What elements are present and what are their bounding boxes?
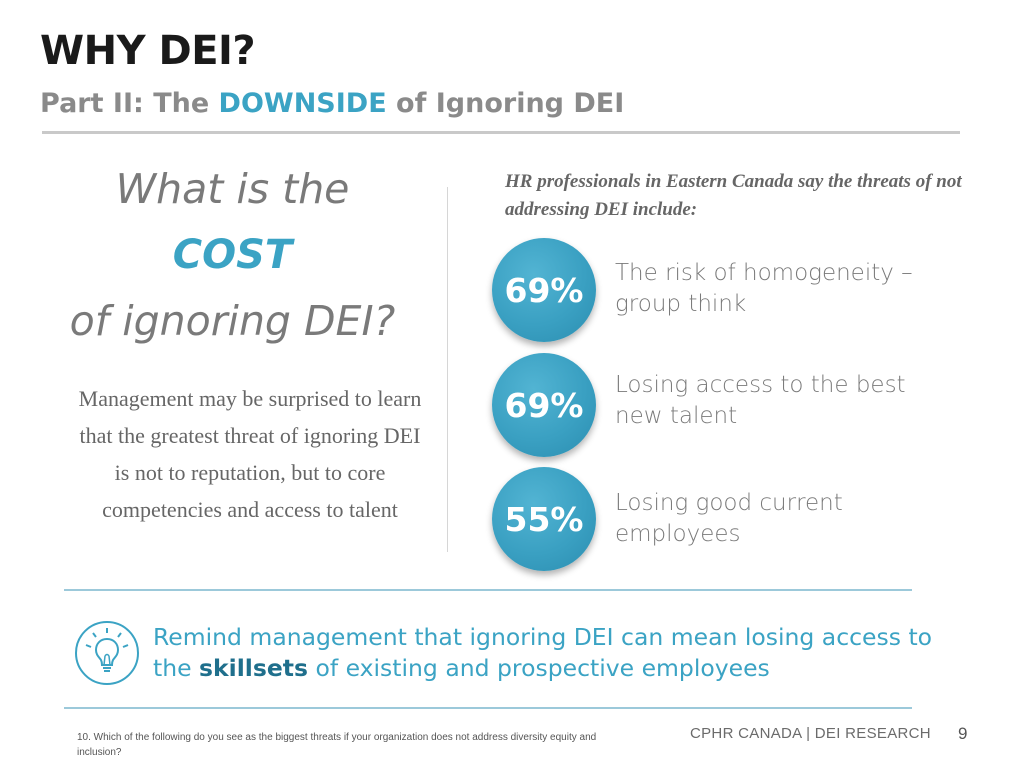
footer-brand: CPHR CANADA | DEI RESEARCH xyxy=(690,725,931,742)
question-highlight: COST xyxy=(172,232,293,278)
cost-question: What is the COST of ignoring DEI? xyxy=(40,160,425,350)
stat-circle-1: 69% xyxy=(492,238,596,342)
lightbulb-icon xyxy=(74,620,140,686)
tip-top-rule xyxy=(64,589,912,591)
title-divider xyxy=(42,131,960,134)
stat-label-2: Losing access to the best new talent xyxy=(615,372,906,429)
subtitle-prefix: Part II: The xyxy=(40,88,219,119)
tip-emphasis: skillsets xyxy=(199,654,308,682)
subtitle-highlight: DOWNSIDE xyxy=(218,88,387,119)
page-title: WHY DEI? xyxy=(40,28,256,74)
tip-bottom-rule xyxy=(64,707,912,709)
survey-footnote: 10. Which of the following do you see as… xyxy=(77,732,597,758)
stat-circle-3: 55% xyxy=(492,467,596,571)
question-line-3: of ignoring DEI? xyxy=(69,297,396,345)
tip-text-after: of existing and prospective employees xyxy=(307,654,770,682)
column-divider xyxy=(447,187,448,552)
question-line-1: What is the xyxy=(115,165,350,213)
subtitle-suffix: of Ignoring DEI xyxy=(386,88,625,119)
survey-intro: HR professionals in Eastern Canada say t… xyxy=(505,171,962,220)
stat-circle-2: 69% xyxy=(492,353,596,457)
management-note: Management may be surprised to learn tha… xyxy=(78,386,422,522)
stat-label-1: The risk of homogeneity – group think xyxy=(615,260,913,317)
page-number: 9 xyxy=(958,724,968,743)
tip-text-before: Remind management that ignoring DEI can … xyxy=(153,623,933,682)
page-subtitle: Part II: The DOWNSIDE of Ignoring DEI xyxy=(40,88,624,119)
tip-message: Remind management that ignoring DEI can … xyxy=(153,622,933,684)
stat-label-3: Losing good current employees xyxy=(615,490,843,547)
